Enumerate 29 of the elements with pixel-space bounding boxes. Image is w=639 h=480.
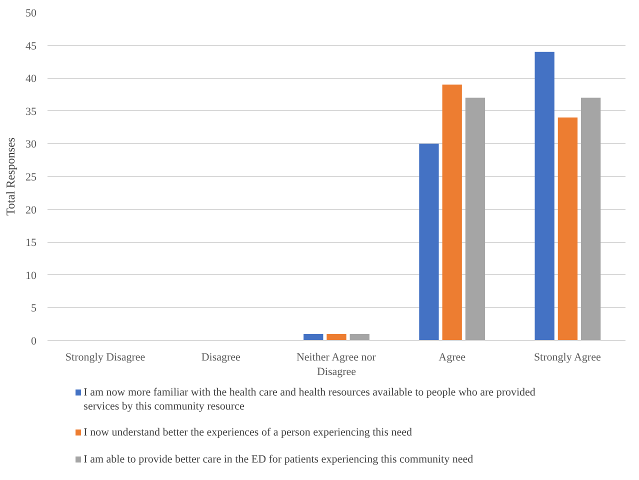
- bar: [326, 334, 346, 340]
- y-tick-label: 45: [26, 40, 37, 52]
- y-tick-label: 15: [26, 237, 37, 250]
- legend-label: I now understand better the experiences of a person experiencing this need: [84, 426, 413, 438]
- bar: [419, 144, 439, 340]
- bar: [534, 52, 554, 340]
- bar: [350, 334, 370, 340]
- y-tick-label: 10: [26, 270, 37, 282]
- y-tick-label: 40: [26, 73, 37, 86]
- y-tick-label: 25: [26, 172, 37, 184]
- bar: [304, 334, 324, 340]
- y-tick-label: 5: [31, 302, 37, 315]
- bar: [558, 117, 578, 340]
- x-tick-label: Disagree: [201, 352, 241, 364]
- y-tick-label: 0: [31, 336, 37, 348]
- x-tick-label: Agree: [438, 352, 466, 364]
- legend-label: I am able to provide better care in the ED for patients experiencing this community need: [84, 454, 474, 466]
- bar: [465, 98, 486, 340]
- bar: [442, 84, 462, 340]
- y-tick-label: 35: [26, 106, 37, 118]
- x-tick-label: Neither Agree nor Disagree: [296, 352, 376, 378]
- y-axis-title: Total Responses: [4, 137, 18, 216]
- y-tick-label: 30: [26, 138, 37, 151]
- legend-label: I am now more familiar with the health care and health resources available to people who are provided services by this community resource: [84, 386, 536, 412]
- y-tick-label: 50: [26, 8, 37, 20]
- x-tick-label: Strongly Disagree: [65, 352, 146, 364]
- x-tick-label: Strongly Agree: [534, 352, 601, 364]
- y-tick-label: 20: [26, 204, 37, 216]
- bar: [580, 98, 601, 340]
